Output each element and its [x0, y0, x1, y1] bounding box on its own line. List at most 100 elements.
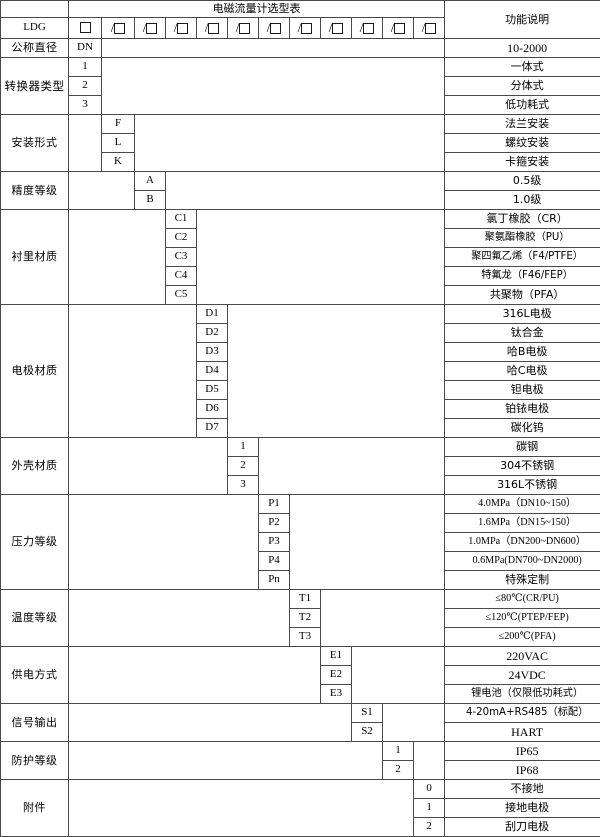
- checkbox-glyph[interactable]: [177, 23, 188, 34]
- row-label-12: 附件: [1, 780, 69, 837]
- code-cell[interactable]: 1: [383, 742, 414, 761]
- desc-cell: 220VAC: [445, 647, 600, 666]
- code-cell[interactable]: B: [135, 191, 166, 210]
- code-cell[interactable]: Pn: [259, 571, 290, 590]
- code-cell[interactable]: D5: [197, 381, 228, 400]
- desc-cell: ≤200℃(PFA): [445, 628, 600, 647]
- code-cell[interactable]: C5: [166, 286, 197, 305]
- code-cell[interactable]: P1: [259, 495, 290, 514]
- checkbox-glyph[interactable]: [425, 23, 436, 34]
- code-cell[interactable]: D7: [197, 419, 228, 438]
- filler-left: [69, 172, 135, 210]
- model-box-2[interactable]: /: [135, 18, 166, 39]
- code-cell[interactable]: 0: [414, 780, 445, 799]
- model-box-0[interactable]: [69, 18, 102, 39]
- desc-cell: 刮刀电极: [445, 818, 600, 837]
- model-box-1[interactable]: /: [102, 18, 135, 39]
- code-cell[interactable]: P3: [259, 533, 290, 552]
- filler-right: [383, 704, 445, 742]
- model-prefix-label: LDG: [1, 18, 69, 39]
- code-cell[interactable]: 2: [414, 818, 445, 837]
- code-cell[interactable]: 3: [69, 96, 102, 115]
- code-cell[interactable]: E2: [321, 666, 352, 685]
- model-box-6[interactable]: /: [259, 18, 290, 39]
- model-box-4[interactable]: /: [197, 18, 228, 39]
- desc-cell: 一体式: [445, 58, 600, 77]
- code-cell[interactable]: 2: [69, 77, 102, 96]
- desc-cell: 低功耗式: [445, 96, 600, 115]
- code-cell[interactable]: F: [102, 115, 135, 134]
- code-cell[interactable]: T3: [290, 628, 321, 647]
- code-cell[interactable]: T1: [290, 590, 321, 609]
- code-cell[interactable]: 1: [228, 438, 259, 457]
- desc-cell: 特殊定制: [445, 571, 600, 590]
- code-cell[interactable]: A: [135, 172, 166, 191]
- code-cell[interactable]: C3: [166, 248, 197, 267]
- code-cell[interactable]: 1: [414, 799, 445, 818]
- checkbox-glyph[interactable]: [270, 23, 281, 34]
- desc-cell: 钛合金: [445, 324, 600, 343]
- code-cell[interactable]: C4: [166, 267, 197, 286]
- code-cell[interactable]: 1: [69, 58, 102, 77]
- model-box-8[interactable]: /: [321, 18, 352, 39]
- desc-cell: 氯丁橡胶（CR）: [445, 210, 600, 229]
- code-cell[interactable]: E1: [321, 647, 352, 666]
- code-cell[interactable]: C2: [166, 229, 197, 248]
- code-cell[interactable]: 2: [383, 761, 414, 780]
- checkbox-glyph[interactable]: [208, 23, 219, 34]
- code-cell[interactable]: 2: [228, 457, 259, 476]
- code-cell[interactable]: S2: [352, 723, 383, 742]
- code-cell[interactable]: D3: [197, 343, 228, 362]
- desc-cell: 304不锈钢: [445, 457, 600, 476]
- checkbox-glyph[interactable]: [301, 23, 312, 34]
- row-label-4: 衬里材质: [1, 210, 69, 305]
- desc-cell: 聚四氟乙烯（F4/PTFE）: [445, 248, 600, 267]
- checkbox-glyph[interactable]: [146, 23, 157, 34]
- checkbox-glyph[interactable]: [363, 23, 374, 34]
- row-label-6: 外壳材质: [1, 438, 69, 495]
- code-cell[interactable]: P2: [259, 514, 290, 533]
- checkbox-glyph[interactable]: [80, 22, 91, 33]
- code-cell[interactable]: S1: [352, 704, 383, 723]
- row-label-2: 安装形式: [1, 115, 69, 172]
- desc-cell: 1.0MPa（DN200~DN600）: [445, 533, 600, 552]
- code-cell[interactable]: D1: [197, 305, 228, 324]
- model-box-5[interactable]: /: [228, 18, 259, 39]
- checkbox-glyph[interactable]: [394, 23, 405, 34]
- code-cell[interactable]: D4: [197, 362, 228, 381]
- code-cell[interactable]: L: [102, 134, 135, 153]
- code-cell[interactable]: D6: [197, 400, 228, 419]
- desc-cell: IP65: [445, 742, 600, 761]
- filler-right: [414, 742, 445, 780]
- desc-cell: 哈C电极: [445, 362, 600, 381]
- desc-cell: 接地电极: [445, 799, 600, 818]
- checkbox-glyph[interactable]: [239, 23, 250, 34]
- code-cell[interactable]: T2: [290, 609, 321, 628]
- code-cell[interactable]: K: [102, 153, 135, 172]
- code-cell[interactable]: D2: [197, 324, 228, 343]
- code-cell[interactable]: 3: [228, 476, 259, 495]
- code-cell[interactable]: E3: [321, 685, 352, 704]
- filler-right: [135, 115, 445, 172]
- model-box-3[interactable]: /: [166, 18, 197, 39]
- checkbox-glyph[interactable]: [114, 23, 125, 34]
- desc-cell: ≤80℃(CR/PU): [445, 590, 600, 609]
- checkbox-glyph[interactable]: [332, 23, 343, 34]
- model-box-9[interactable]: /: [352, 18, 383, 39]
- code-cell[interactable]: C1: [166, 210, 197, 229]
- desc-cell: 4-20mA+RS485（标配）: [445, 704, 600, 723]
- model-box-10[interactable]: /: [383, 18, 414, 39]
- filler-left: [69, 438, 228, 495]
- model-box-7[interactable]: /: [290, 18, 321, 39]
- code-cell[interactable]: P4: [259, 552, 290, 571]
- desc-cell: 法兰安装: [445, 115, 600, 134]
- model-box-11[interactable]: /: [414, 18, 445, 39]
